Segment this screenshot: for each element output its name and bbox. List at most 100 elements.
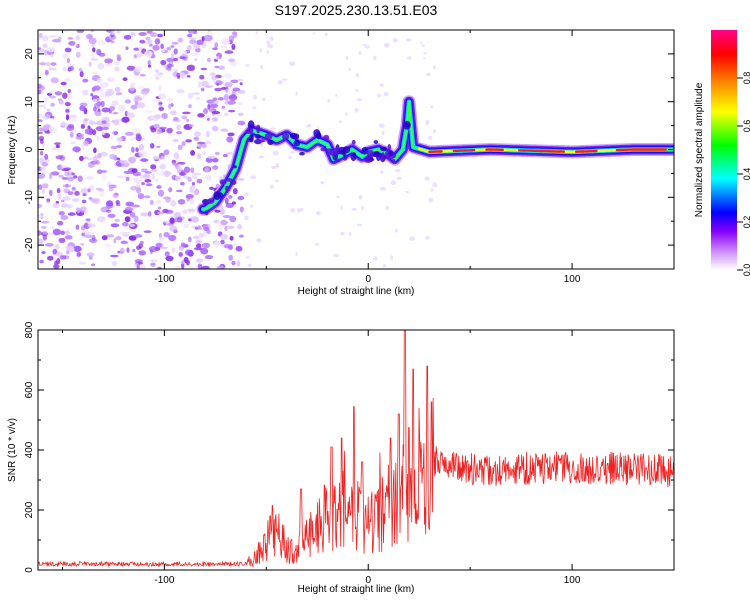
noise-speckle [57, 98, 63, 101]
noise-speckle [224, 112, 229, 117]
noise-speckle [115, 92, 123, 96]
noise-speckle [183, 222, 189, 229]
noise-speckle [217, 97, 224, 101]
ridge-blob [351, 139, 356, 145]
ridge-blob [316, 132, 322, 139]
noise-speckle [181, 260, 185, 265]
noise-speckle [113, 131, 119, 135]
noise-speckle [258, 155, 264, 159]
noise-speckle [178, 252, 183, 257]
ridge-blob [224, 185, 230, 192]
noise-speckle [45, 61, 51, 67]
noise-speckle [80, 242, 85, 246]
ridge-blob [373, 140, 379, 144]
noise-speckle [105, 209, 112, 213]
noise-speckle [97, 216, 106, 223]
noise-speckle [260, 64, 263, 70]
noise-speckle [201, 242, 211, 249]
noise-speckle [40, 220, 50, 224]
noise-speckle [89, 199, 99, 203]
noise-speckle [201, 80, 210, 87]
noise-speckle [226, 225, 235, 229]
noise-speckle [100, 100, 105, 108]
noise-speckle [134, 259, 143, 263]
ridge-peak [428, 150, 443, 154]
noise-speckle [118, 141, 122, 146]
noise-speckle [102, 126, 109, 130]
noise-speckle [189, 265, 194, 269]
noise-speckle [224, 225, 228, 232]
noise-speckle [361, 206, 365, 211]
noise-speckle [164, 251, 170, 257]
noise-speckle [147, 60, 151, 66]
noise-speckle [260, 143, 263, 148]
noise-speckle [178, 245, 184, 251]
noise-speckle [79, 155, 84, 161]
noise-speckle [158, 232, 162, 239]
noise-speckle [237, 120, 246, 126]
ridge-blob [259, 139, 265, 143]
noise-speckle [130, 82, 136, 86]
noise-speckle [385, 205, 390, 211]
noise-speckle [55, 144, 60, 149]
noise-speckle [228, 109, 236, 113]
noise-speckle [186, 75, 191, 78]
noise-speckle [181, 115, 188, 120]
noise-speckle [186, 208, 196, 212]
ridge-blob [320, 147, 328, 152]
noise-speckle [423, 52, 427, 55]
noise-speckle [259, 48, 262, 53]
noise-speckle [187, 30, 197, 34]
noise-speckle [93, 106, 97, 112]
noise-speckle [166, 47, 171, 51]
noise-speckle [178, 56, 187, 59]
noise-speckle [255, 31, 258, 35]
spectral-noise [38, 30, 438, 269]
noise-speckle [151, 173, 156, 180]
noise-speckle [81, 199, 87, 204]
noise-speckle [60, 121, 67, 127]
noise-speckle [133, 215, 139, 223]
ridge-blob [293, 139, 301, 147]
noise-speckle [116, 145, 123, 148]
noise-speckle [356, 223, 363, 227]
noise-speckle [205, 140, 212, 145]
ridge-blob [387, 144, 392, 151]
noise-speckle [224, 73, 233, 79]
noise-speckle [176, 131, 183, 135]
noise-speckle [68, 66, 75, 71]
noise-speckle [200, 87, 205, 92]
noise-speckle [157, 206, 162, 210]
noise-speckle [256, 238, 262, 243]
noise-speckle [140, 158, 149, 162]
noise-speckle [124, 131, 134, 136]
noise-speckle [135, 134, 142, 142]
noise-speckle [66, 57, 70, 64]
noise-speckle [214, 65, 220, 69]
noise-speckle [237, 224, 243, 230]
noise-speckle [42, 127, 49, 132]
noise-speckle [183, 50, 187, 55]
ridge-blob [366, 150, 375, 157]
noise-speckle [60, 230, 65, 235]
noise-speckle [204, 255, 214, 260]
noise-speckle [43, 104, 47, 111]
noise-speckle [156, 185, 162, 189]
noise-speckle [136, 52, 143, 58]
noise-speckle [88, 238, 98, 244]
noise-speckle [166, 97, 174, 102]
noise-speckle [226, 136, 234, 143]
noise-speckle [39, 166, 47, 171]
noise-speckle [119, 247, 125, 255]
noise-speckle [316, 211, 321, 216]
noise-speckle [382, 264, 387, 268]
noise-speckle [170, 110, 177, 116]
noise-speckle [96, 101, 102, 107]
noise-speckle [41, 251, 46, 254]
noise-speckle [364, 45, 370, 49]
noise-speckle [180, 170, 185, 176]
noise-speckle [84, 234, 93, 239]
noise-speckle [67, 246, 75, 253]
noise-speckle [39, 259, 44, 264]
